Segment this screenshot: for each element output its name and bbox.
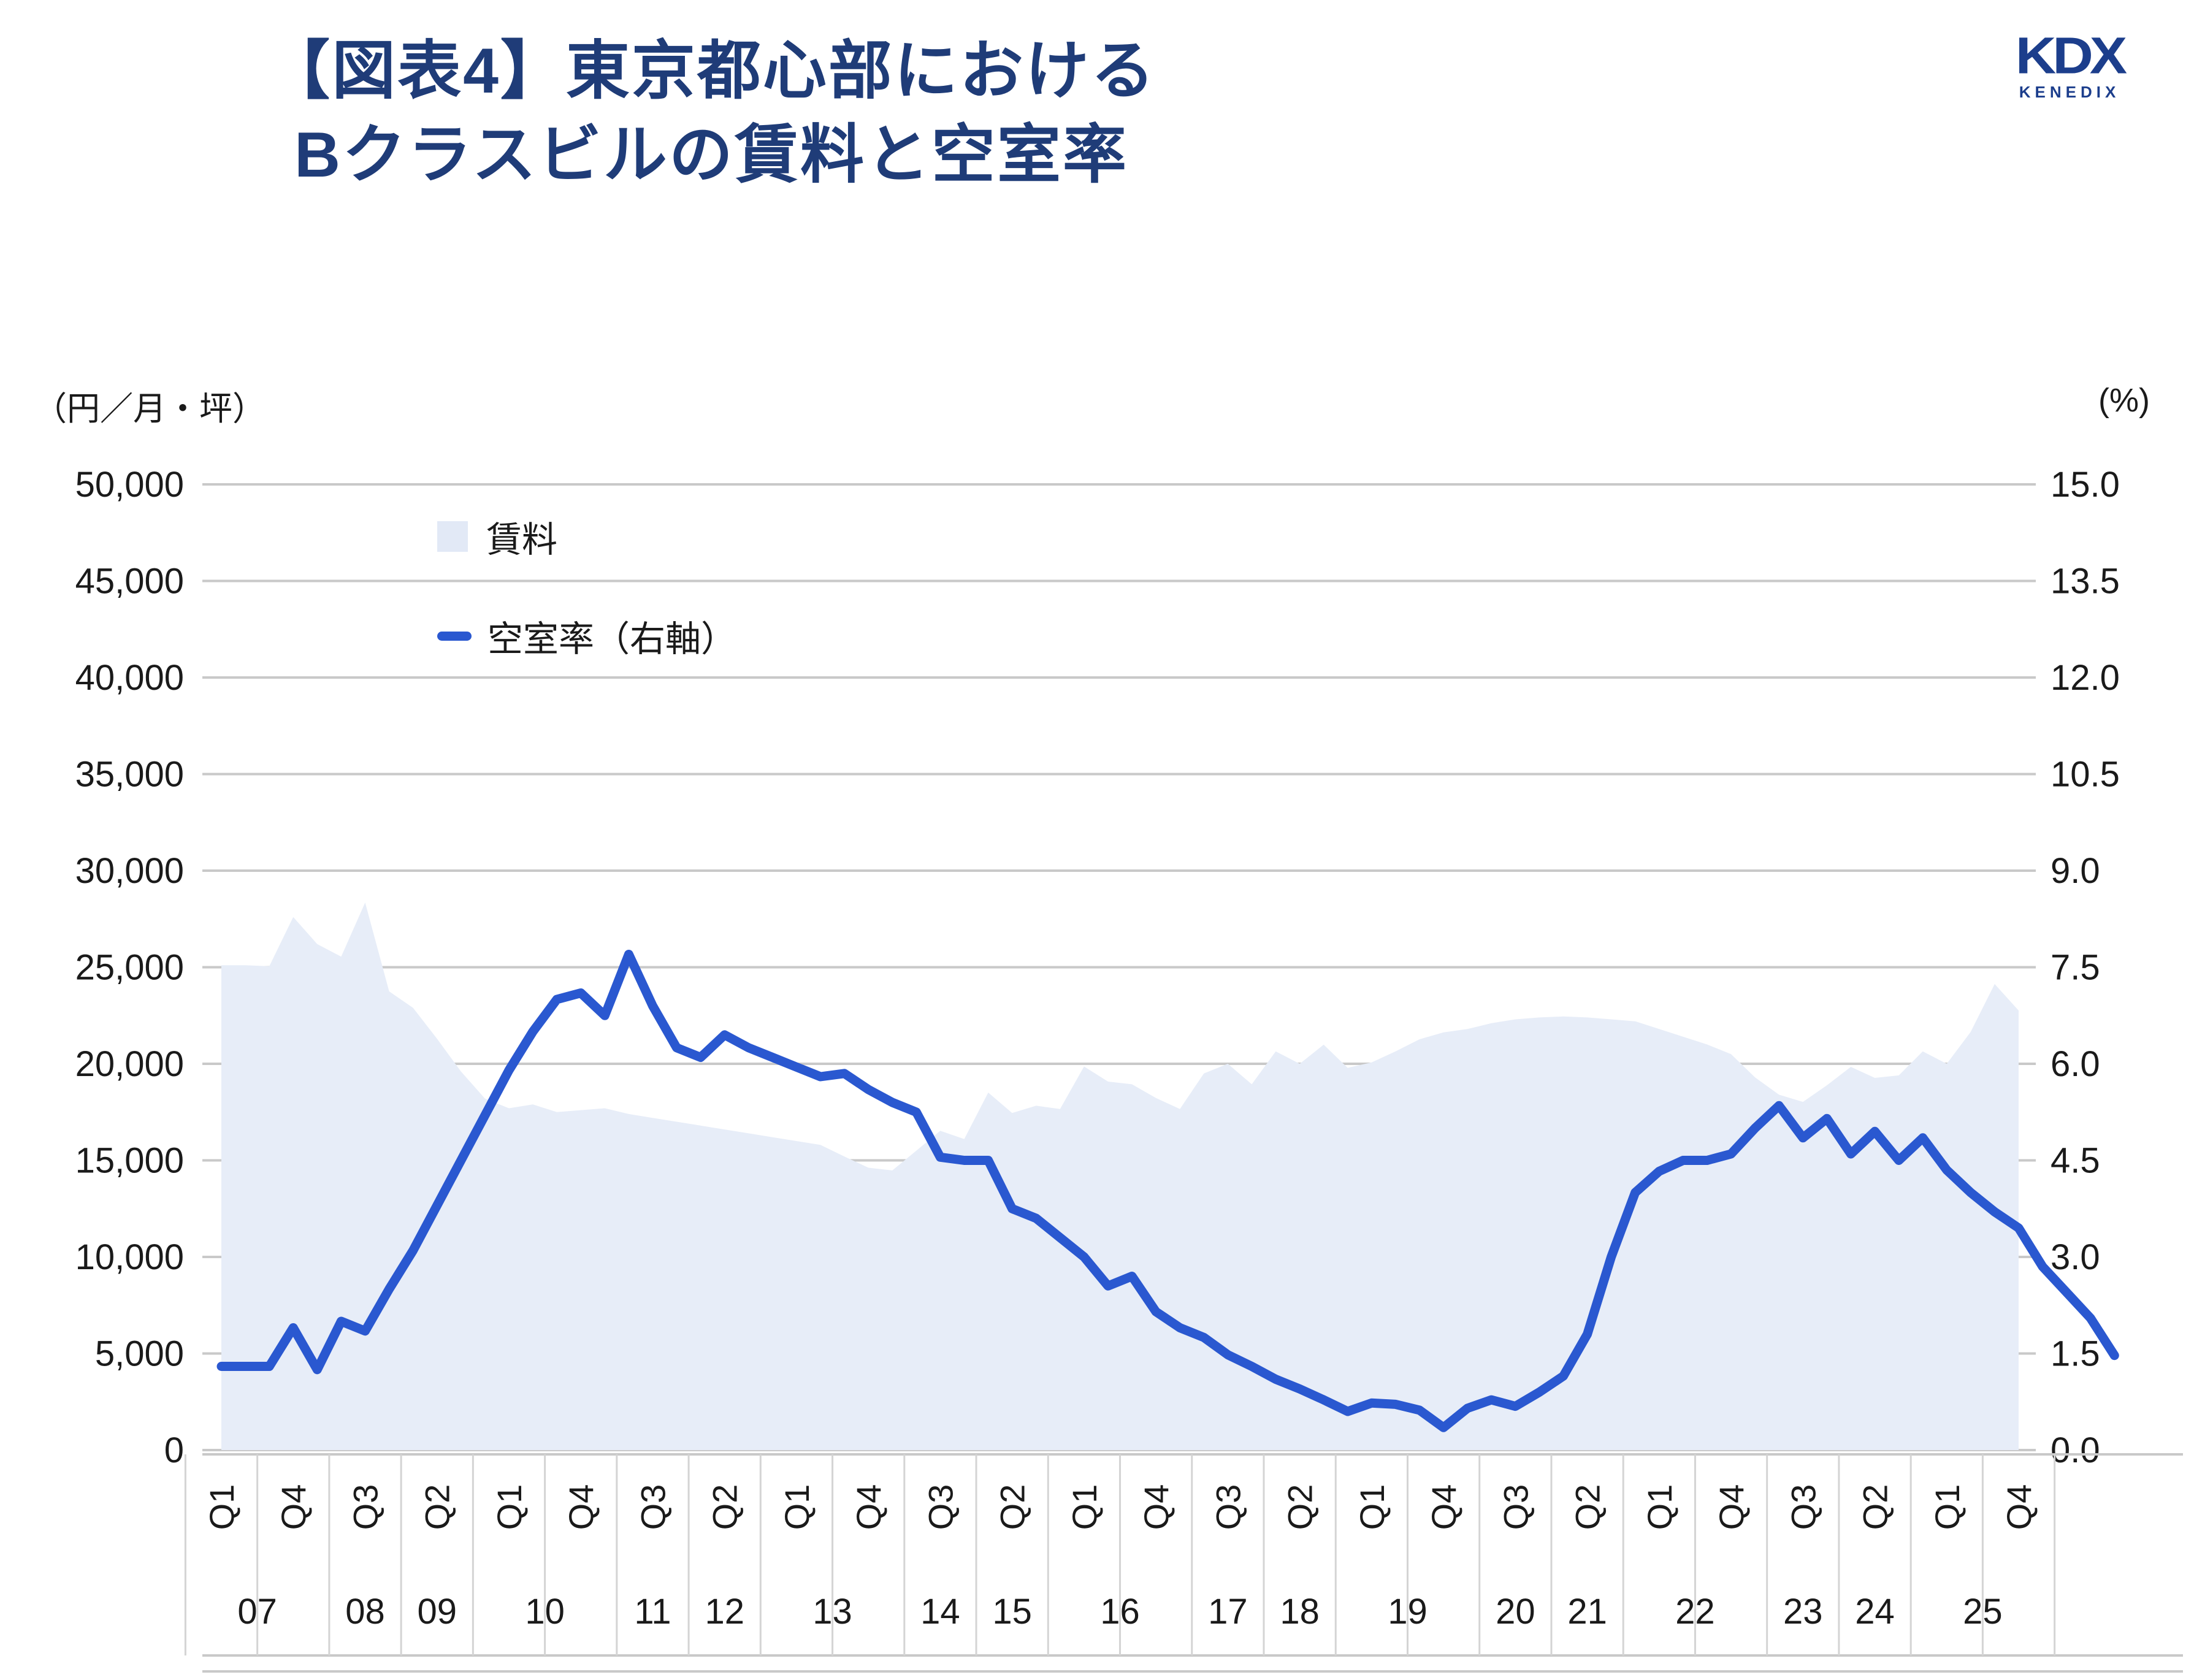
year-label: 17 — [1208, 1592, 1248, 1632]
year-label: 24 — [1855, 1592, 1895, 1632]
quarter-tick-label: Q4 — [1137, 1484, 1175, 1530]
left-axis-tick-label: 25,000 — [75, 948, 184, 988]
year-label: 20 — [1496, 1592, 1535, 1632]
year-label: 16 — [1100, 1592, 1140, 1632]
legend-item-rent: 賃料 — [437, 518, 736, 560]
left-axis-tick-label: 30,000 — [75, 851, 184, 891]
quarter-tick-label: Q3 — [1784, 1484, 1822, 1530]
year-label: 21 — [1567, 1592, 1607, 1632]
year-label: 25 — [1963, 1592, 2003, 1632]
kdx-logo-text: KDX — [2015, 27, 2127, 85]
quarter-tick-label: Q4 — [1712, 1484, 1751, 1530]
quarter-tick-label: Q3 — [1209, 1484, 1247, 1530]
quarter-tick-label: Q2 — [993, 1484, 1032, 1530]
kenedix-logo-subtext: KENEDIX — [2019, 82, 2120, 101]
chart-legend: 賃料 空室率（右軸） — [437, 518, 736, 717]
year-label: 10 — [525, 1592, 565, 1632]
right-axis-unit-label: (%) — [2098, 382, 2150, 419]
quarter-tick-label: Q2 — [418, 1484, 457, 1530]
right-axis-tick-label: 6.0 — [2051, 1044, 2100, 1084]
quarter-tick-label: Q4 — [562, 1484, 600, 1530]
left-axis-tick-label: 0 — [164, 1430, 184, 1470]
left-axis-tick-label: 15,000 — [75, 1141, 184, 1181]
quarter-tick-label: Q4 — [2000, 1484, 2038, 1530]
quarter-tick-label: Q1 — [1353, 1484, 1391, 1530]
right-axis-tick-label: 9.0 — [2051, 851, 2100, 891]
quarter-tick-label: Q4 — [849, 1484, 888, 1530]
quarter-tick-label: Q1 — [202, 1484, 241, 1530]
rent-area-swatch-icon — [437, 521, 468, 552]
year-label: 11 — [634, 1592, 671, 1632]
left-axis-tick-label: 45,000 — [75, 562, 184, 601]
year-label: 18 — [1280, 1592, 1320, 1632]
left-axis-tick-label: 35,000 — [75, 755, 184, 795]
right-axis-tick-label: 0.0 — [2051, 1430, 2100, 1470]
quarter-tick-label: Q2 — [1856, 1484, 1895, 1530]
quarter-tick-label: Q1 — [1065, 1484, 1104, 1530]
right-axis-tick-label: 4.5 — [2051, 1141, 2100, 1181]
quarter-tick-label: Q3 — [346, 1484, 384, 1530]
quarter-tick-label: Q4 — [1424, 1484, 1463, 1530]
year-label: 15 — [992, 1592, 1032, 1632]
legend-rent-label: 賃料 — [486, 520, 558, 560]
legend-item-vacancy: 空室率（右軸） — [437, 617, 736, 659]
right-axis-tick-label: 1.5 — [2051, 1334, 2100, 1374]
quarter-tick-label: Q1 — [1928, 1484, 1967, 1530]
quarter-tick-label: Q2 — [1569, 1484, 1607, 1530]
quarter-tick-label: Q1 — [1640, 1484, 1679, 1530]
year-label: 12 — [705, 1592, 744, 1632]
year-label: 19 — [1388, 1592, 1428, 1632]
right-axis-tick-label: 15.0 — [2051, 465, 2120, 505]
year-label: 08 — [345, 1592, 385, 1632]
chart-title-line2: Bクラスビルの賃料と空室率 — [294, 120, 1129, 191]
right-axis-tick-label: 3.0 — [2051, 1237, 2100, 1277]
vacancy-line-series — [216, 950, 2119, 1432]
year-label: 23 — [1783, 1592, 1823, 1632]
quarter-tick-label: Q1 — [778, 1484, 816, 1530]
right-axis-tick-label: 13.5 — [2051, 562, 2120, 601]
kdx-logo: KDX KENEDIX — [1981, 27, 2158, 102]
quarter-tick-label: Q3 — [1496, 1484, 1535, 1530]
left-axis-tick-label: 20,000 — [75, 1044, 184, 1084]
vacancy-line-swatch-icon — [437, 631, 472, 641]
year-label: 09 — [417, 1592, 457, 1632]
quarter-tick-label: Q2 — [1281, 1484, 1320, 1530]
quarter-tick-label: Q3 — [921, 1484, 960, 1530]
chart-title: 【図表4】東京都心部における Bクラスビルの賃料と空室率 — [0, 29, 1423, 198]
left-axis-tick-label: 5,000 — [95, 1334, 184, 1374]
quarter-tick-label: Q2 — [706, 1484, 744, 1530]
year-label: 22 — [1675, 1592, 1715, 1632]
rent-area-series — [221, 903, 2019, 1450]
quarter-tick-label: Q3 — [633, 1484, 672, 1530]
quarter-tick-label: Q1 — [490, 1484, 529, 1530]
left-axis-unit-label: （円／月・坪） — [34, 391, 266, 427]
year-label: 14 — [920, 1592, 960, 1632]
chart-title-line1: 【図表4】東京都心部における — [266, 36, 1156, 107]
year-label: 07 — [237, 1592, 277, 1632]
right-axis-tick-label: 12.0 — [2051, 658, 2120, 698]
right-axis-tick-label: 10.5 — [2051, 755, 2120, 795]
year-label: 13 — [812, 1592, 852, 1632]
left-axis-tick-label: 40,000 — [75, 658, 184, 698]
left-axis-tick-label: 50,000 — [75, 465, 184, 505]
quarter-tick-label: Q4 — [274, 1484, 313, 1530]
left-axis-tick-label: 10,000 — [75, 1237, 184, 1277]
right-axis-tick-label: 7.5 — [2051, 948, 2100, 988]
legend-vacancy-label: 空室率（右軸） — [487, 619, 737, 659]
